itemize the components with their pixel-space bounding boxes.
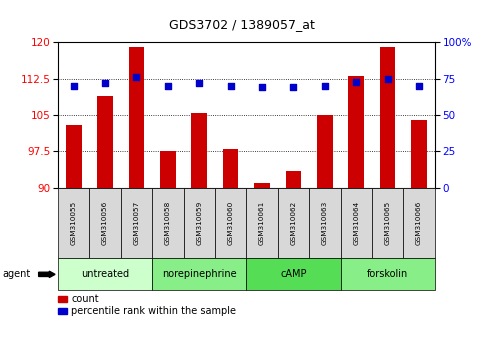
Bar [128, 47, 144, 188]
Text: GSM310063: GSM310063 [322, 201, 328, 245]
Bar [191, 113, 207, 188]
Point [415, 83, 423, 89]
Bar [317, 115, 333, 188]
Text: cAMP: cAMP [280, 269, 307, 279]
Point [70, 83, 78, 89]
Text: GSM310058: GSM310058 [165, 201, 171, 245]
Text: GSM310066: GSM310066 [416, 201, 422, 245]
Point [101, 80, 109, 86]
Bar [160, 152, 176, 188]
Point [258, 85, 266, 90]
Text: GSM310060: GSM310060 [227, 201, 234, 245]
Text: GSM310065: GSM310065 [384, 201, 391, 245]
Text: count: count [71, 294, 99, 304]
Point [195, 80, 203, 86]
Bar [348, 76, 364, 188]
Text: GSM310057: GSM310057 [133, 201, 140, 245]
Bar [411, 120, 427, 188]
Bar [66, 125, 82, 188]
Text: GDS3702 / 1389057_at: GDS3702 / 1389057_at [169, 18, 314, 31]
Point [133, 74, 141, 80]
Text: GSM310059: GSM310059 [196, 201, 202, 245]
Bar [285, 171, 301, 188]
Point [384, 76, 392, 82]
Text: untreated: untreated [81, 269, 129, 279]
Point [227, 83, 235, 89]
Bar [254, 183, 270, 188]
Text: forskolin: forskolin [367, 269, 408, 279]
Point [164, 83, 172, 89]
Bar [380, 47, 396, 188]
Text: norepinephrine: norepinephrine [162, 269, 237, 279]
Text: GSM310062: GSM310062 [290, 201, 297, 245]
Bar [97, 96, 113, 188]
Point [321, 83, 328, 89]
Text: percentile rank within the sample: percentile rank within the sample [71, 306, 237, 316]
Text: agent: agent [2, 269, 30, 279]
Text: GSM310061: GSM310061 [259, 201, 265, 245]
Text: GSM310064: GSM310064 [353, 201, 359, 245]
Text: GSM310055: GSM310055 [71, 201, 77, 245]
Point [353, 79, 360, 85]
Bar [223, 149, 239, 188]
Point [290, 85, 298, 90]
Text: GSM310056: GSM310056 [102, 201, 108, 245]
